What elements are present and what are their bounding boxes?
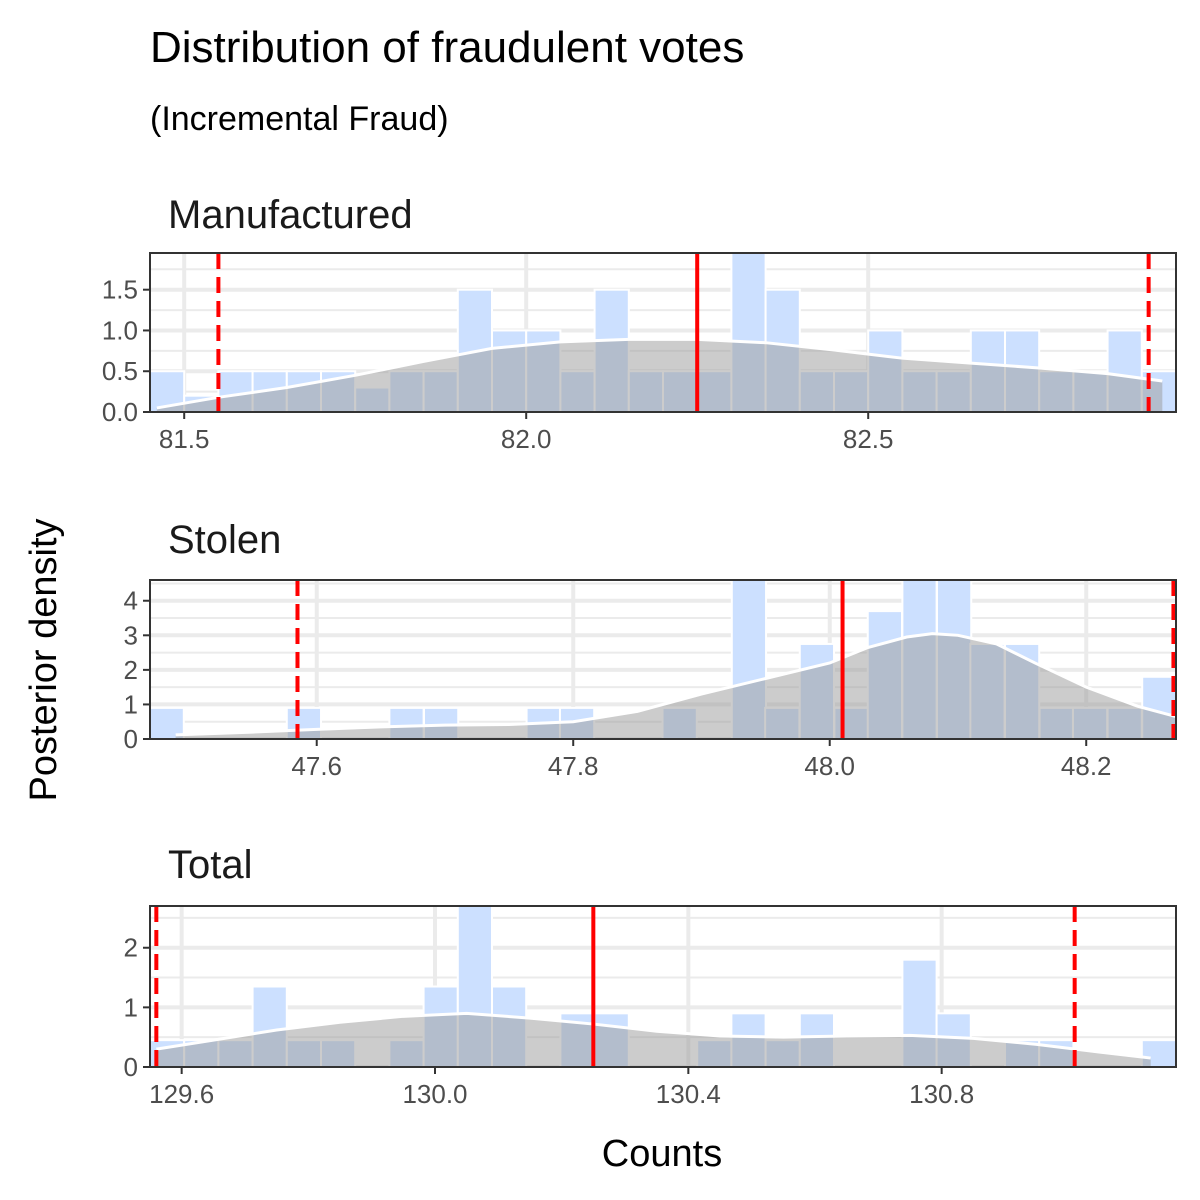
x-tick-label: 130.8 — [909, 1079, 974, 1109]
x-axis-title: Counts — [602, 1133, 722, 1175]
facet-panels: Manufactured 81.5 82.0 82.5 0.0 0.5 1.0 1.5 Stol… — [102, 193, 1177, 1109]
facet-manufactured: Manufactured 81.5 82.0 82.5 0.0 0.5 1.0 1.5 — [102, 193, 1177, 454]
facet-stolen: Stolen 47.6 47.8 48.0 48.2 0 1 2 3 4 — [124, 518, 1177, 781]
x-tick-label: 130.0 — [402, 1079, 467, 1109]
y-tick-label: 2 — [124, 933, 138, 963]
density-curve — [156, 337, 1163, 410]
y-tick-label: 2 — [124, 655, 138, 685]
y-tick-label: 0.0 — [102, 397, 138, 427]
y-tick-label: 1.5 — [102, 275, 138, 305]
density-curve — [156, 1011, 1151, 1060]
panel-plot-area — [150, 253, 1176, 412]
y-tick-label: 3 — [124, 620, 138, 650]
x-tick-label: 48.0 — [804, 751, 855, 781]
chart-title: Distribution of fraudulent votes — [150, 23, 744, 72]
panel-plot-area — [150, 580, 1176, 739]
x-tick-label: 82.0 — [501, 424, 552, 454]
y-tick-label: 1.0 — [102, 315, 138, 345]
density-area — [175, 633, 1176, 739]
y-tick-label: 0 — [124, 1052, 138, 1082]
density-area — [156, 1013, 1151, 1067]
chart-subtitle: (Incremental Fraud) — [150, 100, 449, 138]
facet-total: Total 129.6 130.0 130.4 130.8 0 1 2 — [124, 843, 1177, 1109]
x-tick-label: 82.5 — [843, 424, 894, 454]
y-tick-label: 1 — [124, 992, 138, 1022]
panel-border — [149, 905, 1177, 1068]
density-curve — [175, 632, 1176, 737]
x-tick-label: 129.6 — [149, 1079, 214, 1109]
x-tick-label: 47.8 — [548, 751, 599, 781]
facet-title-manufactured: Manufactured — [168, 193, 413, 237]
panel-plot-area — [150, 906, 1176, 1067]
y-tick-label: 4 — [124, 586, 138, 616]
y-tick-label: 0.5 — [102, 356, 138, 386]
facet-title-stolen: Stolen — [168, 518, 281, 562]
facet-title-total: Total — [168, 843, 253, 887]
x-tick-label: 48.2 — [1061, 751, 1112, 781]
density-area — [156, 339, 1163, 412]
x-tick-label: 130.4 — [656, 1079, 721, 1109]
x-tick-label: 47.6 — [291, 751, 342, 781]
y-axis-title: Posterior density — [23, 518, 65, 801]
x-tick-label: 81.5 — [159, 424, 210, 454]
y-tick-label: 1 — [124, 689, 138, 719]
panel-border — [149, 252, 1177, 413]
y-tick-label: 0 — [124, 724, 138, 754]
panel-border — [149, 579, 1177, 740]
